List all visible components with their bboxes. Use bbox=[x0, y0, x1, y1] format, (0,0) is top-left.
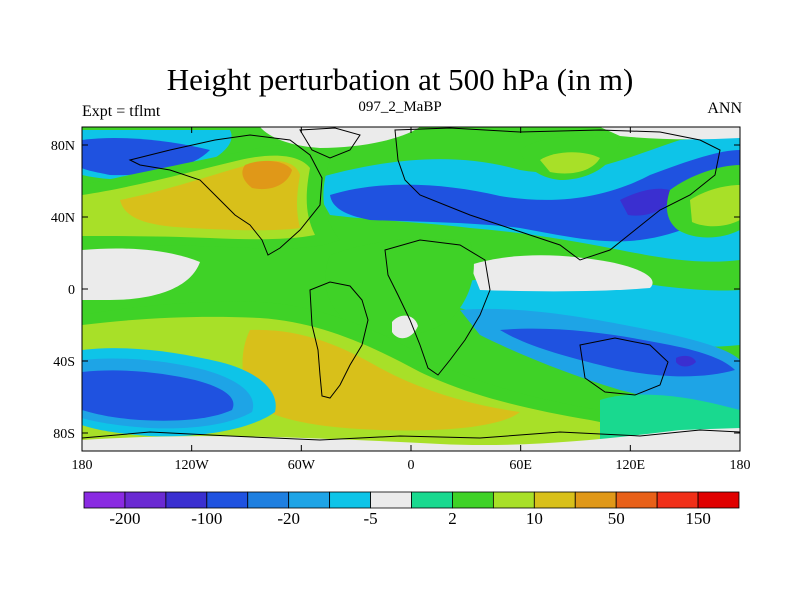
colorbar-swatch bbox=[452, 491, 494, 509]
lon-tick-label: 120W bbox=[175, 458, 210, 473]
plot-title: Height perturbation at 500 hPa (in m) bbox=[166, 62, 634, 97]
lat-tick-label: 80N bbox=[51, 139, 75, 154]
lon-tick-label: 120E bbox=[616, 458, 646, 473]
colorbar-swatch bbox=[165, 491, 208, 509]
colorbar-swatch bbox=[83, 491, 126, 509]
lon-tick-label: 60E bbox=[509, 458, 532, 473]
contour-pos-arctic-ne-core bbox=[690, 185, 740, 227]
contour-neg-equator-east bbox=[440, 275, 740, 347]
lat-tick-label: 40S bbox=[53, 355, 75, 370]
colorbar-swatch bbox=[329, 491, 371, 509]
lat-tick-label: 80S bbox=[53, 427, 75, 442]
contour-neg-sh-east-max bbox=[676, 355, 696, 367]
colorbar-swatch bbox=[370, 491, 412, 509]
coastline-greenland bbox=[299, 127, 361, 159]
contour-pos-nh-max bbox=[242, 160, 292, 190]
coastline-antarctica bbox=[82, 429, 740, 441]
lon-tick-label: 180 bbox=[72, 458, 93, 473]
coastline-australia bbox=[579, 337, 669, 396]
contour-pos-sh-band-core bbox=[242, 329, 520, 431]
contour-neutral-equator-east bbox=[470, 255, 653, 292]
colorbar-swatch bbox=[492, 491, 535, 509]
longitude-axis: 180 120W 60W 0 60E 120E 180 bbox=[72, 127, 751, 473]
colorbar-swatch bbox=[206, 491, 249, 509]
season-label: ANN bbox=[707, 100, 742, 117]
colorbar-swatch bbox=[411, 491, 453, 509]
colorbar-label: -200 bbox=[109, 509, 140, 528]
colorbar-label: 50 bbox=[608, 509, 625, 528]
colorbar-swatch bbox=[574, 491, 617, 509]
colorbar-swatch bbox=[288, 491, 331, 509]
contour-neg-strong-ne bbox=[330, 150, 740, 242]
lon-tick-label: 60W bbox=[288, 458, 316, 473]
coastline-north-america bbox=[128, 134, 323, 256]
contour-field bbox=[82, 127, 740, 451]
colorbar-swatch bbox=[615, 491, 658, 509]
experiment-label: Expt = tflmt bbox=[82, 103, 161, 120]
contour-pos-africa bbox=[325, 238, 474, 336]
lat-tick-label: 0 bbox=[68, 283, 75, 298]
colorbar-label: -5 bbox=[363, 509, 377, 528]
contour-neutral-equator-west bbox=[82, 248, 200, 300]
coastline-south-america bbox=[309, 281, 369, 399]
colorbar-label: 10 bbox=[526, 509, 543, 528]
colorbar-swatch bbox=[656, 491, 699, 509]
lon-tick-label: 0 bbox=[408, 458, 415, 473]
colorbar: -200 -100 -20 -5 2 10 50 150 bbox=[83, 491, 740, 528]
latitude-axis: 80N 40N 0 40S 80S bbox=[51, 139, 740, 442]
run-id-label: 097_2_MaBP bbox=[358, 99, 442, 115]
colorbar-label: -20 bbox=[277, 509, 300, 528]
colorbar-label: -100 bbox=[191, 509, 222, 528]
contour-neutral-northeast bbox=[600, 127, 740, 140]
contour-neutral-atlantic-hole bbox=[392, 315, 418, 339]
contour-pos-arctic-east-core bbox=[540, 152, 600, 174]
colorbar-swatch bbox=[247, 491, 290, 509]
lon-tick-label: 180 bbox=[730, 458, 751, 473]
contour-neg-very-ne bbox=[620, 188, 675, 216]
contour-neg-sh-west-core bbox=[82, 370, 234, 421]
colorbar-label: 2 bbox=[448, 509, 457, 528]
lat-tick-label: 40N bbox=[51, 211, 75, 226]
contour-neg-sh-east-core bbox=[500, 328, 735, 377]
contour-neutral-antarctic bbox=[82, 428, 740, 451]
colorbar-swatch bbox=[697, 491, 740, 509]
contour-neutral-north bbox=[260, 127, 420, 148]
colorbar-label: 150 bbox=[685, 509, 711, 528]
colorbar-swatch bbox=[124, 491, 167, 509]
coastline-africa bbox=[384, 239, 491, 376]
colorbar-swatch bbox=[533, 491, 576, 509]
